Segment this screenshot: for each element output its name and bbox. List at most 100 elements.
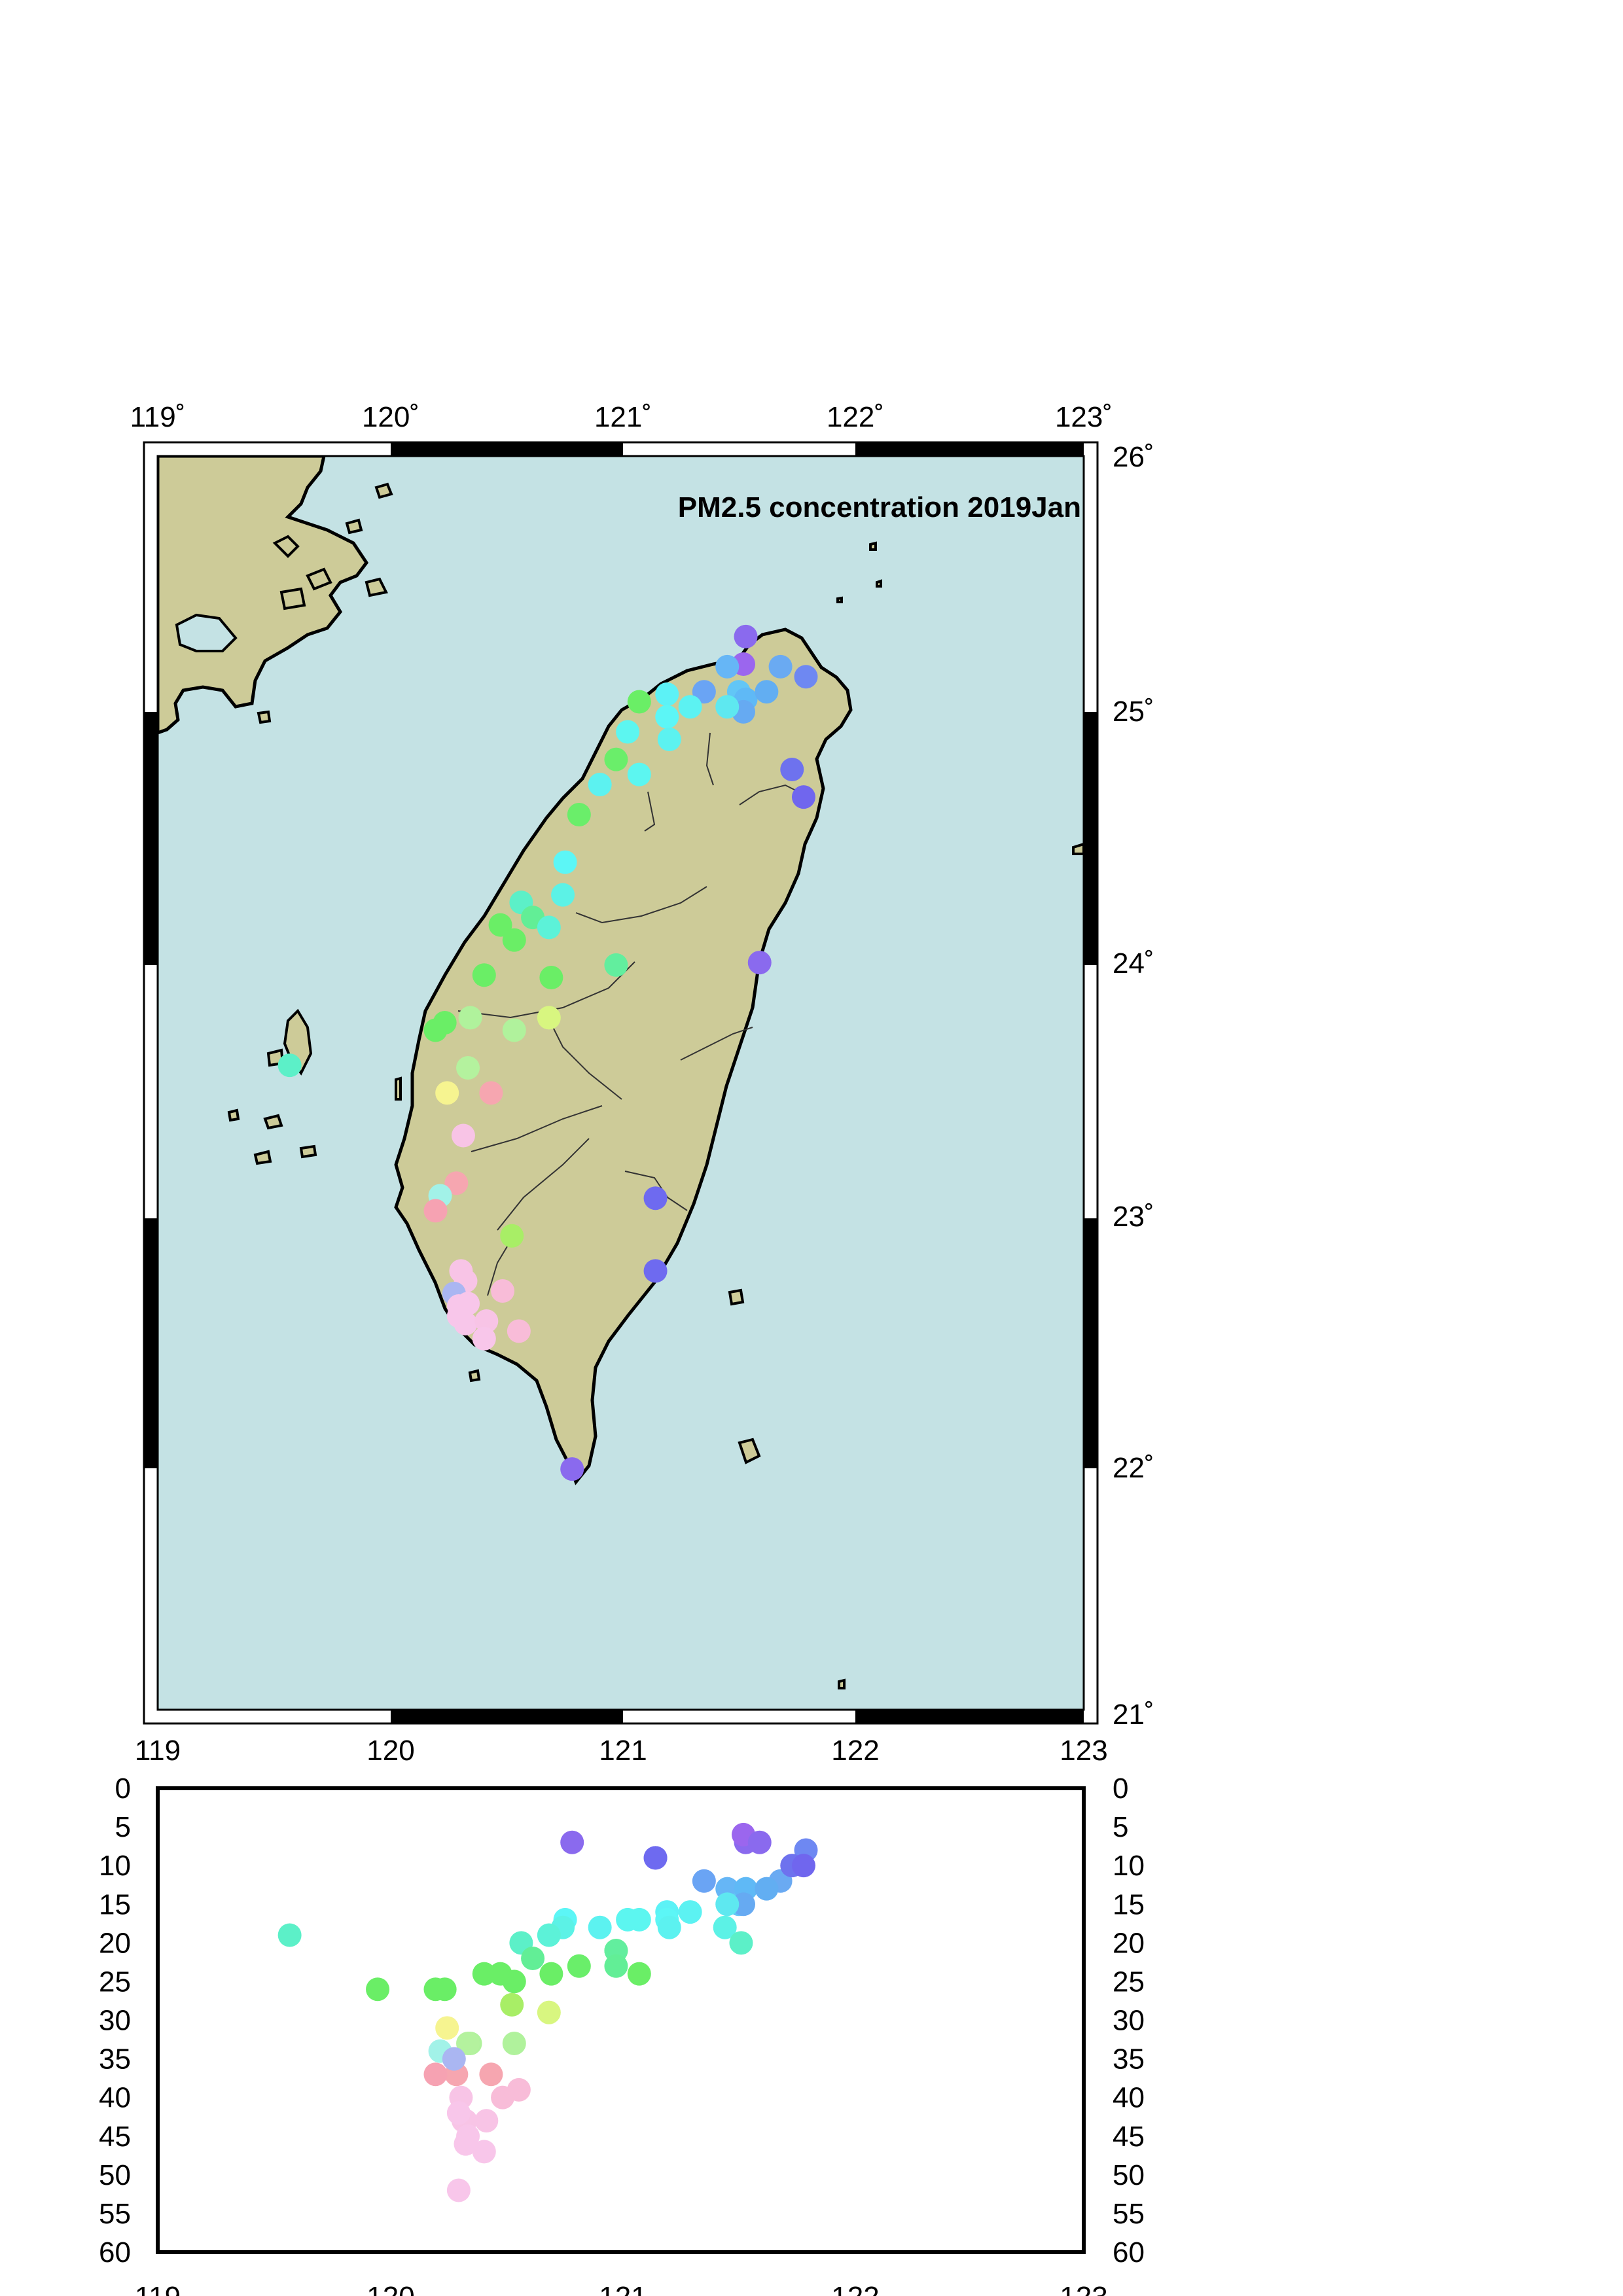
scatter-x-tick: 123 bbox=[1060, 2281, 1107, 2296]
map-frame-checker bbox=[144, 442, 1097, 1723]
station-marker bbox=[479, 1081, 503, 1105]
scatter-y-tick: 15 bbox=[1113, 1888, 1145, 1920]
station-marker bbox=[502, 1018, 526, 1042]
station-marker bbox=[560, 1457, 584, 1481]
scatter-point bbox=[442, 2047, 466, 2071]
scatter-point bbox=[502, 2031, 526, 2055]
scatter-point bbox=[366, 1977, 390, 2002]
scatter-point bbox=[560, 1830, 584, 1854]
scatter-y-tick: 0 bbox=[1113, 1773, 1128, 1805]
eastern-islets bbox=[395, 541, 1084, 1689]
station-marker bbox=[537, 915, 561, 940]
scatter-point bbox=[474, 2109, 499, 2133]
scatter-x-tick: 119 bbox=[135, 2281, 181, 2296]
station-marker bbox=[780, 758, 804, 781]
scatter-point bbox=[731, 1892, 755, 1916]
scatter-y-tick: 5 bbox=[115, 1811, 131, 1843]
station-marker bbox=[768, 654, 793, 679]
scatter-y-tick: 45 bbox=[99, 2121, 131, 2153]
scatter-point bbox=[627, 1962, 651, 1986]
scatter-point bbox=[537, 2000, 561, 2024]
scatter-y-tick: 50 bbox=[1113, 2159, 1145, 2191]
scatter-y-tick: 30 bbox=[99, 2005, 131, 2037]
scatter-point bbox=[715, 1892, 740, 1916]
station-marker bbox=[451, 1123, 475, 1148]
scatter-point bbox=[446, 2178, 471, 2202]
scatter-y-tick: 55 bbox=[1113, 2198, 1145, 2230]
station-marker bbox=[539, 966, 563, 990]
scatter-x-tick: 123 bbox=[1060, 1735, 1107, 1767]
station-marker bbox=[567, 802, 591, 826]
station-marker bbox=[643, 1259, 668, 1283]
station-marker bbox=[458, 1006, 482, 1030]
station-marker bbox=[734, 624, 758, 648]
scatter-x-ticks-bottom: 119 120 121 122 123 bbox=[135, 2281, 1108, 2296]
scatter-x-tick: 122 bbox=[831, 1735, 879, 1767]
scatter-y-tick: 15 bbox=[99, 1888, 131, 1920]
china-coastal-islands bbox=[257, 482, 393, 724]
station-marker bbox=[488, 913, 512, 937]
scatter-point bbox=[507, 2077, 531, 2102]
scatter-y-tick: 20 bbox=[99, 1927, 131, 1959]
station-marker bbox=[715, 695, 740, 719]
scatter-point bbox=[454, 2132, 478, 2156]
scatter-y-tick: 60 bbox=[1113, 2236, 1145, 2269]
scatter-point bbox=[472, 1962, 496, 1986]
scatter-point bbox=[627, 1907, 651, 1932]
scatter-x-tick: 119 bbox=[135, 1735, 181, 1767]
scatter-point bbox=[537, 1923, 561, 1947]
scatter-y-tick: 45 bbox=[1113, 2121, 1145, 2153]
scatter-y-tick: 25 bbox=[1113, 1966, 1145, 1998]
scatter-x-tick: 121 bbox=[599, 1735, 647, 1767]
scatter-x-ticks-top: 119 120 121 122 123 bbox=[135, 1735, 1108, 1767]
scatter-y-tick: 5 bbox=[1113, 1811, 1128, 1843]
map-land-layer bbox=[158, 456, 1084, 1689]
scatter-x-tick: 121 bbox=[599, 2281, 647, 2296]
station-marker bbox=[502, 928, 526, 952]
station-marker bbox=[551, 883, 575, 907]
station-marker bbox=[678, 695, 702, 719]
scatter-point bbox=[456, 2031, 480, 2055]
station-marker bbox=[423, 1199, 448, 1223]
map-lon-tick: 121˚ bbox=[594, 401, 652, 433]
station-marker bbox=[643, 1186, 668, 1210]
scatter-y-tick: 50 bbox=[99, 2159, 131, 2191]
map-station-markers bbox=[277, 624, 818, 1481]
taiwan-island bbox=[394, 627, 853, 1485]
scatter-point bbox=[713, 1915, 737, 1939]
map-panel: PM2.5 concentration 2019Jan 119˚ 120˚ 12… bbox=[130, 401, 1154, 1731]
scatter-point bbox=[277, 1923, 302, 1947]
station-marker bbox=[655, 682, 679, 707]
scatter-points bbox=[277, 1822, 818, 2202]
scatter-point bbox=[657, 1915, 681, 1939]
station-marker bbox=[604, 953, 628, 977]
station-marker bbox=[472, 1326, 496, 1351]
map-lat-tick: 24˚ bbox=[1113, 947, 1154, 980]
station-marker bbox=[655, 705, 679, 729]
map-lat-tick: 25˚ bbox=[1113, 696, 1154, 728]
map-lat-tick: 22˚ bbox=[1113, 1452, 1154, 1484]
scatter-y-tick: 30 bbox=[1113, 2005, 1145, 2037]
scatter-y-tick: 40 bbox=[99, 2082, 131, 2114]
scatter-point bbox=[729, 1931, 753, 1955]
scatter-point bbox=[755, 1877, 779, 1901]
map-lat-tick: 21˚ bbox=[1113, 1699, 1154, 1731]
station-marker bbox=[616, 720, 640, 744]
station-marker bbox=[553, 850, 577, 874]
map-lon-tick: 119˚ bbox=[130, 401, 186, 433]
station-marker bbox=[715, 654, 740, 679]
station-marker bbox=[627, 762, 651, 786]
scatter-point bbox=[678, 1900, 702, 1924]
station-marker bbox=[791, 785, 815, 809]
scatter-frame bbox=[156, 1786, 1086, 2254]
scatter-point bbox=[500, 1992, 524, 2017]
station-marker bbox=[491, 1279, 515, 1303]
station-marker bbox=[456, 1056, 480, 1080]
scatter-y-tick: 35 bbox=[1113, 2043, 1145, 2075]
scatter-y-tick: 55 bbox=[99, 2198, 131, 2230]
scatter-point bbox=[588, 1915, 612, 1939]
scatter-point bbox=[521, 1946, 545, 1970]
station-marker bbox=[474, 1309, 499, 1333]
